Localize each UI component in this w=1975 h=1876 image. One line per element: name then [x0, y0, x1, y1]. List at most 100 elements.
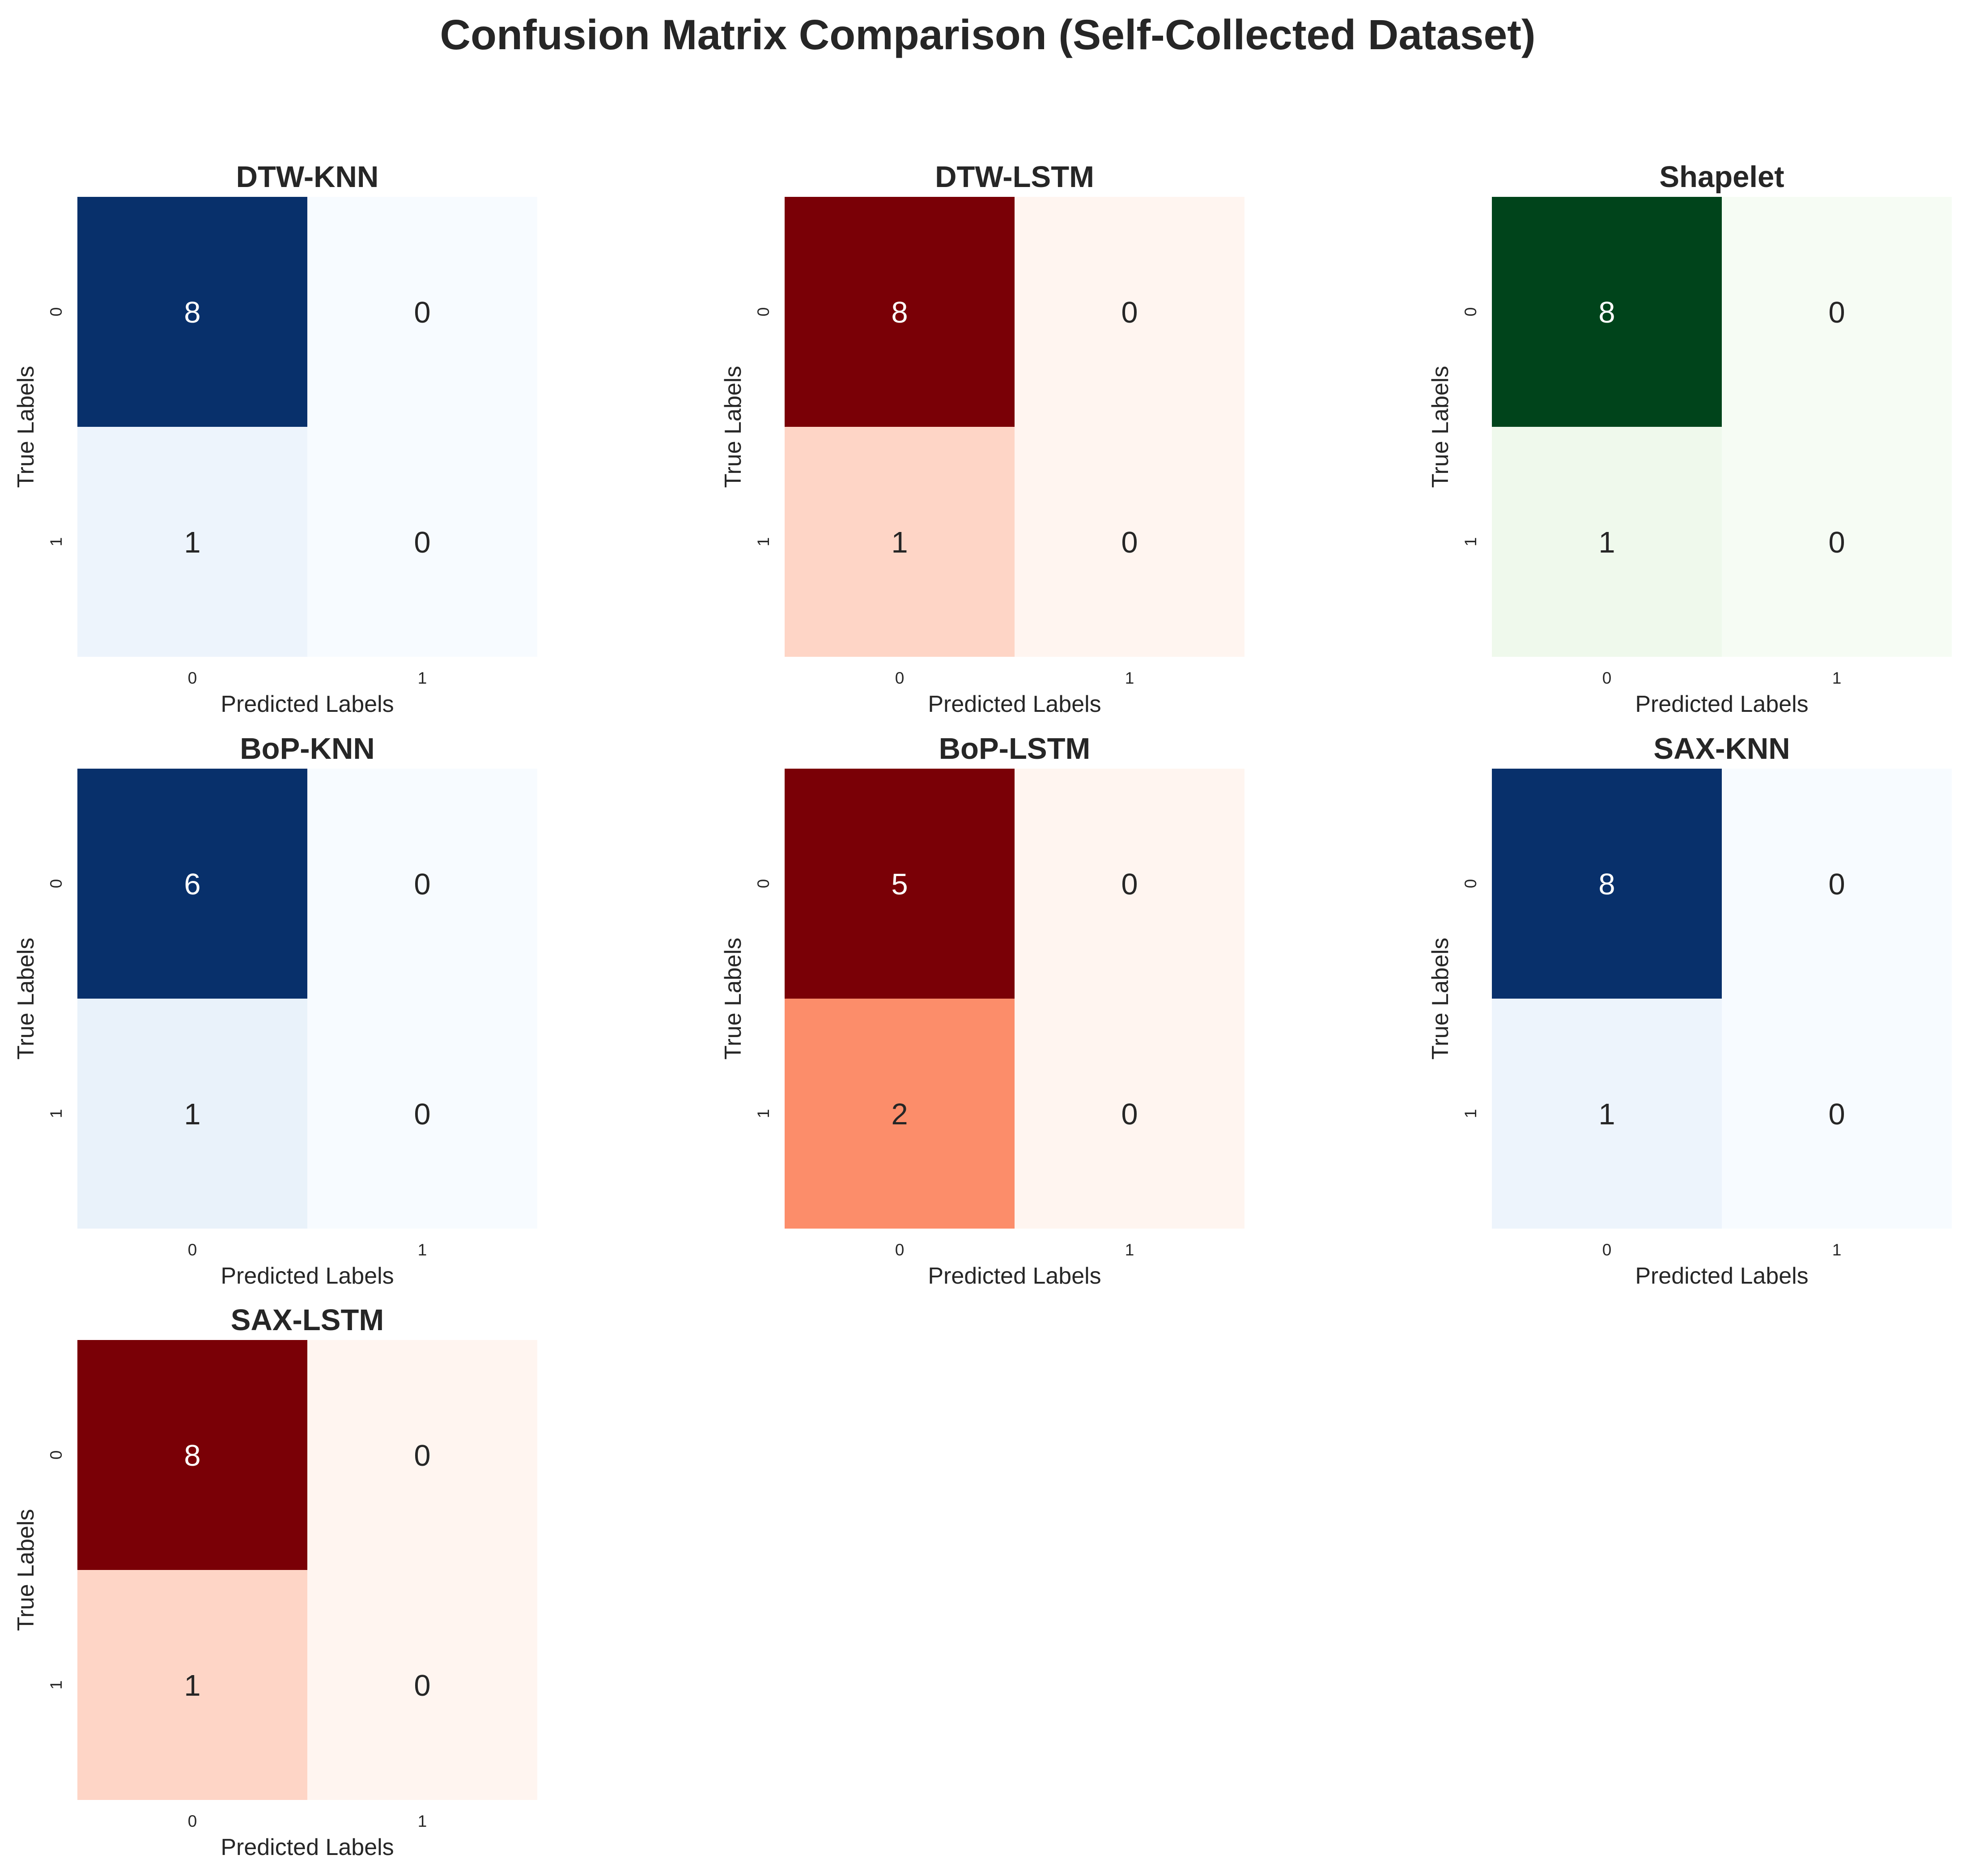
panel-sax-lstm: SAX-LSTM 8 0 1 0 0 1 0 1 Predicted Labels True Lab… [13, 1303, 537, 1860]
x-tick-label: 0 [895, 669, 905, 687]
x-axis-label: Predicted Labels [221, 691, 394, 717]
heatmap-cell [1492, 427, 1722, 657]
heatmap-cell [77, 197, 307, 427]
heatmap-cell [1722, 427, 1952, 657]
heatmap-cell [785, 769, 1015, 999]
x-axis-label: Predicted Labels [221, 1263, 394, 1289]
x-tick-label: 0 [1602, 669, 1612, 687]
y-axis-label: True Labels [1427, 366, 1453, 488]
cell-value-label: 8 [184, 1439, 200, 1472]
cell-value-label: 1 [184, 1669, 200, 1702]
x-tick-label: 1 [418, 1812, 427, 1830]
panel-dtw-lstm: DTW-LSTM 8 0 1 0 0 1 0 1 Predicted Labels True Lab… [720, 160, 1244, 717]
x-tick-label: 1 [1125, 1241, 1134, 1259]
y-tick-label: 0 [47, 307, 65, 317]
cell-value-label: 1 [1598, 1098, 1615, 1131]
cell-value-label: 0 [1828, 1098, 1845, 1131]
heatmap-cell [1015, 427, 1244, 657]
heatmap-cell [1722, 769, 1952, 999]
cell-value-label: 0 [1828, 868, 1845, 901]
heatmap-cell [785, 427, 1015, 657]
cell-value-label: 1 [184, 526, 200, 559]
y-axis-label: True Labels [1427, 938, 1453, 1060]
y-axis-label: True Labels [13, 938, 39, 1060]
figure-title: Confusion Matrix Comparison (Self-Collec… [440, 11, 1535, 59]
heatmap-cell [307, 1570, 537, 1800]
y-tick-label: 0 [47, 1451, 65, 1460]
cell-value-label: 0 [1828, 296, 1845, 329]
y-tick-label: 0 [754, 307, 773, 317]
panel-title: BoP-LSTM [939, 732, 1091, 766]
x-tick-label: 0 [188, 1812, 197, 1830]
x-axis-label: Predicted Labels [1635, 691, 1808, 717]
heatmap-cell [1492, 999, 1722, 1229]
panel-sax-knn: SAX-KNN 8 0 1 0 0 1 0 1 Predicted Labels True Labe… [1427, 732, 1952, 1289]
y-axis-label: True Labels [13, 1509, 39, 1631]
cell-value-label: 5 [891, 868, 908, 901]
y-axis-label: True Labels [720, 366, 746, 488]
x-tick-label: 0 [188, 1241, 197, 1259]
panel-title: DTW-KNN [236, 160, 379, 194]
x-axis-label: Predicted Labels [221, 1834, 394, 1860]
heatmap-cell [1015, 999, 1244, 1229]
y-tick-label: 1 [754, 1109, 773, 1119]
heatmap-cell [307, 1340, 537, 1570]
panel-title: DTW-LSTM [935, 160, 1094, 194]
panels-grid: DTW-KNN 8 0 1 0 0 1 0 1 Predicted Labels True Labe… [13, 160, 1952, 1860]
y-tick-label: 0 [1461, 307, 1480, 317]
x-axis-label: Predicted Labels [928, 1263, 1101, 1289]
y-tick-label: 0 [754, 879, 773, 889]
x-tick-label: 1 [418, 669, 427, 687]
panel-bop-lstm: BoP-LSTM 5 0 2 0 0 1 0 1 Predicted Labels True Lab… [720, 732, 1244, 1289]
cell-value-label: 0 [414, 1669, 430, 1702]
heatmap-cell [785, 197, 1015, 427]
heatmap-cell [1015, 197, 1244, 427]
heatmap-cell [77, 427, 307, 657]
panel-bop-knn: BoP-KNN 6 0 1 0 0 1 0 1 Predicted Labels True Labe… [13, 732, 537, 1289]
y-tick-label: 0 [47, 879, 65, 889]
x-axis-label: Predicted Labels [1635, 1263, 1808, 1289]
cell-value-label: 8 [1598, 296, 1615, 329]
cell-value-label: 2 [891, 1098, 908, 1131]
heatmap-cell [77, 1340, 307, 1570]
heatmap-cell [1492, 197, 1722, 427]
y-tick-label: 1 [47, 1680, 65, 1690]
heatmap-cell [1722, 999, 1952, 1229]
x-tick-label: 0 [895, 1241, 905, 1259]
x-axis-label: Predicted Labels [928, 691, 1101, 717]
y-tick-label: 1 [754, 537, 773, 547]
cell-value-label: 0 [1121, 1098, 1138, 1131]
heatmap-cell [77, 999, 307, 1229]
cell-value-label: 0 [414, 1439, 430, 1472]
cell-value-label: 8 [184, 296, 200, 329]
cell-value-label: 0 [414, 1098, 430, 1131]
y-tick-label: 0 [1461, 879, 1480, 889]
heatmap-cell [307, 999, 537, 1229]
y-axis-label: True Labels [13, 366, 39, 488]
y-tick-label: 1 [1461, 1109, 1480, 1119]
x-tick-label: 1 [418, 1241, 427, 1259]
heatmap-cell [77, 1570, 307, 1800]
heatmap-cell [1015, 769, 1244, 999]
panel-title: Shapelet [1659, 160, 1784, 194]
heatmap-cell [307, 769, 537, 999]
cell-value-label: 8 [891, 296, 908, 329]
panel-shapelet: Shapelet 8 0 1 0 0 1 0 1 Predicted Labels True Lab… [1427, 160, 1952, 717]
panel-dtw-knn: DTW-KNN 8 0 1 0 0 1 0 1 Predicted Labels True Labe… [13, 160, 537, 717]
cell-value-label: 0 [1828, 526, 1845, 559]
heatmap-cell [1492, 769, 1722, 999]
cell-value-label: 1 [891, 526, 908, 559]
y-tick-label: 1 [1461, 537, 1480, 547]
y-axis-label: True Labels [720, 938, 746, 1060]
heatmap-cell [1722, 197, 1952, 427]
panel-title: SAX-KNN [1653, 732, 1790, 766]
x-tick-label: 1 [1125, 669, 1134, 687]
cell-value-label: 0 [1121, 526, 1138, 559]
y-tick-label: 1 [47, 1109, 65, 1119]
x-tick-label: 1 [1832, 1241, 1842, 1259]
cell-value-label: 0 [1121, 868, 1138, 901]
cell-value-label: 0 [414, 868, 430, 901]
heatmap-cell [307, 197, 537, 427]
cell-value-label: 1 [184, 1098, 200, 1131]
